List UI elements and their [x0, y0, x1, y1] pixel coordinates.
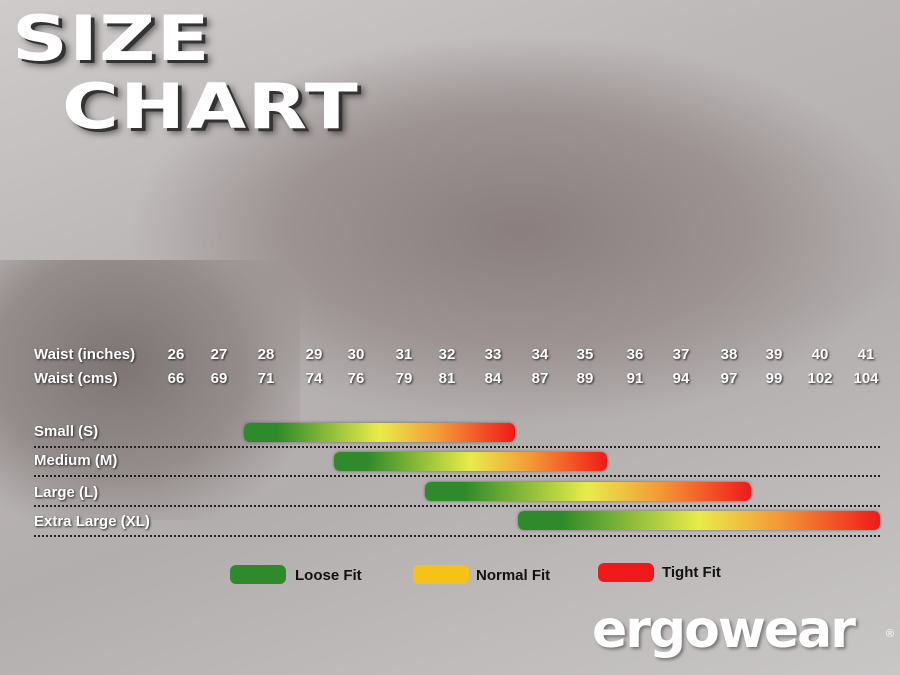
size-range-bar	[518, 511, 880, 530]
waist-inches-tick: 28	[257, 346, 275, 363]
waist-inches-tick: 41	[857, 346, 875, 363]
waist-cms-tick: 94	[672, 370, 690, 387]
waist-inches-tick: 36	[626, 346, 644, 363]
waist-inches-tick: 31	[395, 346, 413, 363]
divider	[34, 535, 880, 537]
divider	[34, 505, 880, 507]
waist-cms-tick: 99	[765, 370, 783, 387]
legend-normal-fit: Normal Fit	[476, 567, 551, 584]
size-range-bar	[334, 452, 607, 471]
size-label-medium: Medium (M)	[34, 452, 118, 469]
waist-cms-tick: 91	[626, 370, 644, 387]
waist-cms-tick: 74	[305, 370, 323, 387]
waist-cms-tick: 69	[210, 370, 228, 387]
waist-cms-tick: 89	[576, 370, 594, 387]
waist-inches-tick: 34	[531, 346, 549, 363]
waist-cms-tick: 84	[484, 370, 502, 387]
legend-swatch-normal	[413, 565, 469, 584]
waist-inches-tick: 33	[484, 346, 502, 363]
title-line-1: SIZE	[12, 2, 211, 75]
waist-cms-tick: 87	[531, 370, 549, 387]
row-label-inches: Waist (inches)	[34, 346, 136, 363]
waist-inches-tick: 32	[438, 346, 456, 363]
size-range-bar	[244, 423, 515, 442]
legend-loose-fit: Loose Fit	[295, 567, 362, 584]
waist-inches-tick: 38	[720, 346, 738, 363]
legend-tight-fit: Tight Fit	[662, 564, 721, 581]
size-range-bar	[425, 482, 751, 501]
waist-inches-tick: 27	[210, 346, 228, 363]
legend-swatch-tight	[598, 563, 654, 582]
waist-inches-tick: 35	[576, 346, 594, 363]
waist-inches-tick: 26	[167, 346, 185, 363]
divider	[34, 475, 880, 477]
ergowear-logo: ergowear	[592, 600, 856, 660]
waist-inches-tick: 29	[305, 346, 323, 363]
waist-cms-tick: 102	[807, 370, 833, 387]
waist-inches-tick: 40	[811, 346, 829, 363]
row-label-cms: Waist (cms)	[34, 370, 118, 387]
waist-inches-tick: 39	[765, 346, 783, 363]
waist-cms-tick: 97	[720, 370, 738, 387]
divider	[34, 446, 880, 448]
size-label-small: Small (S)	[34, 423, 99, 440]
waist-inches-tick: 37	[672, 346, 690, 363]
title-line-2: CHART	[62, 70, 360, 143]
waist-inches-tick: 30	[347, 346, 365, 363]
size-label-large: Large (L)	[34, 484, 99, 501]
waist-cms-tick: 81	[438, 370, 456, 387]
legend-swatch-loose	[230, 565, 286, 584]
size-label-xl: Extra Large (XL)	[34, 513, 150, 530]
background-photo	[0, 260, 300, 520]
registered-mark: ®	[886, 628, 895, 640]
waist-cms-tick: 79	[395, 370, 413, 387]
waist-cms-tick: 71	[257, 370, 275, 387]
waist-cms-tick: 76	[347, 370, 365, 387]
waist-cms-tick: 104	[853, 370, 879, 387]
waist-cms-tick: 66	[167, 370, 185, 387]
